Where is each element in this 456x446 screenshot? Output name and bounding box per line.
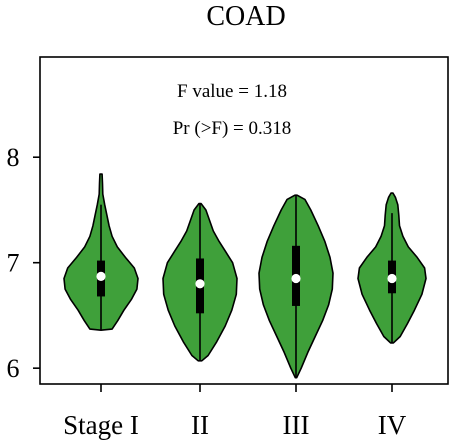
x-axis: Stage I II III IV (63, 384, 407, 440)
violin-median-dot (195, 279, 205, 289)
violin-median-dot (96, 271, 106, 282)
x-tick-label: Stage I (63, 410, 139, 440)
y-tick-label: 6 (7, 354, 20, 383)
f-value-annotation: F value = 1.18 (177, 81, 287, 102)
x-tick-label: III (283, 410, 310, 440)
y-axis: 6 7 8 (7, 143, 40, 383)
violin-median-dot (291, 273, 301, 284)
violins-layer (63, 173, 427, 379)
p-value-annotation: Pr (>F) = 0.318 (173, 118, 292, 139)
violin-median-dot (387, 273, 397, 284)
y-tick-label: 7 (7, 249, 20, 278)
x-tick-label: IV (378, 410, 407, 440)
chart-title: COAD (206, 1, 285, 32)
y-tick-label: 8 (7, 143, 20, 172)
plot-frame (39, 56, 449, 385)
x-tick-label: II (191, 410, 209, 440)
